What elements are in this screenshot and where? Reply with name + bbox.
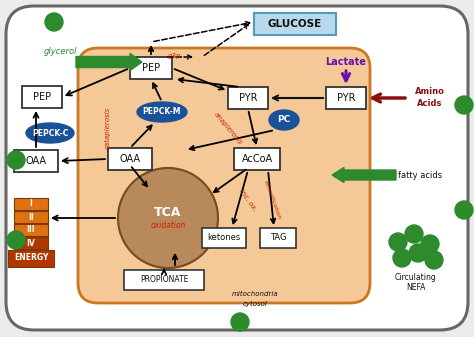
Text: OAA: OAA (26, 156, 46, 166)
FancyBboxPatch shape (14, 150, 58, 172)
FancyBboxPatch shape (14, 198, 48, 210)
Text: cytosol: cytosol (243, 301, 267, 307)
FancyBboxPatch shape (326, 87, 366, 109)
Circle shape (118, 168, 218, 268)
FancyBboxPatch shape (108, 148, 152, 170)
Text: g3p: g3p (168, 53, 182, 59)
Text: GLUCOSE: GLUCOSE (268, 19, 322, 29)
FancyBboxPatch shape (8, 250, 54, 267)
Text: II: II (28, 213, 34, 221)
Circle shape (455, 201, 473, 219)
FancyBboxPatch shape (14, 237, 48, 249)
Circle shape (405, 225, 423, 243)
Text: Circulating: Circulating (395, 273, 437, 281)
Text: PEP: PEP (142, 63, 160, 73)
Text: glycerol: glycerol (43, 48, 77, 57)
FancyArrow shape (76, 54, 142, 70)
FancyArrow shape (332, 167, 396, 183)
FancyBboxPatch shape (260, 228, 296, 248)
Text: I: I (29, 200, 32, 209)
FancyBboxPatch shape (22, 86, 62, 108)
FancyBboxPatch shape (254, 13, 336, 35)
Text: TCA: TCA (155, 207, 182, 219)
Ellipse shape (26, 123, 74, 143)
Text: OAA: OAA (119, 154, 140, 164)
Text: PEPCK-C: PEPCK-C (32, 128, 68, 137)
Text: ketones: ketones (207, 234, 241, 243)
Text: PROPIONATE: PROPIONATE (140, 276, 188, 284)
Ellipse shape (269, 110, 299, 130)
Text: PEPCK-M: PEPCK-M (143, 108, 181, 117)
Circle shape (393, 249, 411, 267)
Circle shape (425, 251, 443, 269)
FancyBboxPatch shape (124, 270, 204, 290)
Text: mitochondria: mitochondria (232, 291, 278, 297)
Text: TAG: TAG (270, 234, 286, 243)
Text: IV: IV (27, 239, 36, 247)
FancyBboxPatch shape (228, 87, 268, 109)
Text: NEFA: NEFA (406, 282, 426, 292)
FancyBboxPatch shape (234, 148, 280, 170)
Text: PYR: PYR (239, 93, 257, 103)
FancyBboxPatch shape (130, 57, 172, 79)
Circle shape (389, 233, 407, 251)
Text: cataplerosis: cataplerosis (105, 107, 111, 149)
Circle shape (45, 13, 63, 31)
Text: III: III (27, 225, 35, 235)
Circle shape (455, 96, 473, 114)
Text: Lactate: Lactate (326, 57, 366, 67)
Ellipse shape (137, 102, 187, 122)
Text: inc. ox.: inc. ox. (238, 188, 258, 212)
FancyBboxPatch shape (14, 224, 48, 236)
Text: Acids: Acids (417, 98, 443, 108)
Text: PYR: PYR (337, 93, 355, 103)
FancyBboxPatch shape (78, 48, 370, 303)
Text: AcCoA: AcCoA (241, 154, 273, 164)
FancyBboxPatch shape (6, 6, 468, 330)
Circle shape (7, 231, 25, 249)
Text: oxidation: oxidation (150, 220, 186, 229)
Circle shape (7, 151, 25, 169)
Text: PC: PC (277, 116, 291, 124)
Text: PEP: PEP (33, 92, 51, 102)
FancyBboxPatch shape (14, 211, 48, 223)
Text: fatty acids: fatty acids (398, 171, 442, 180)
Circle shape (231, 313, 249, 331)
Text: anaplerosis: anaplerosis (213, 111, 243, 145)
Circle shape (409, 244, 427, 262)
Circle shape (421, 235, 439, 253)
Text: Amino: Amino (415, 88, 445, 96)
FancyBboxPatch shape (202, 228, 246, 248)
Text: esterification: esterification (263, 180, 282, 220)
Text: ENERGY: ENERGY (14, 253, 48, 263)
